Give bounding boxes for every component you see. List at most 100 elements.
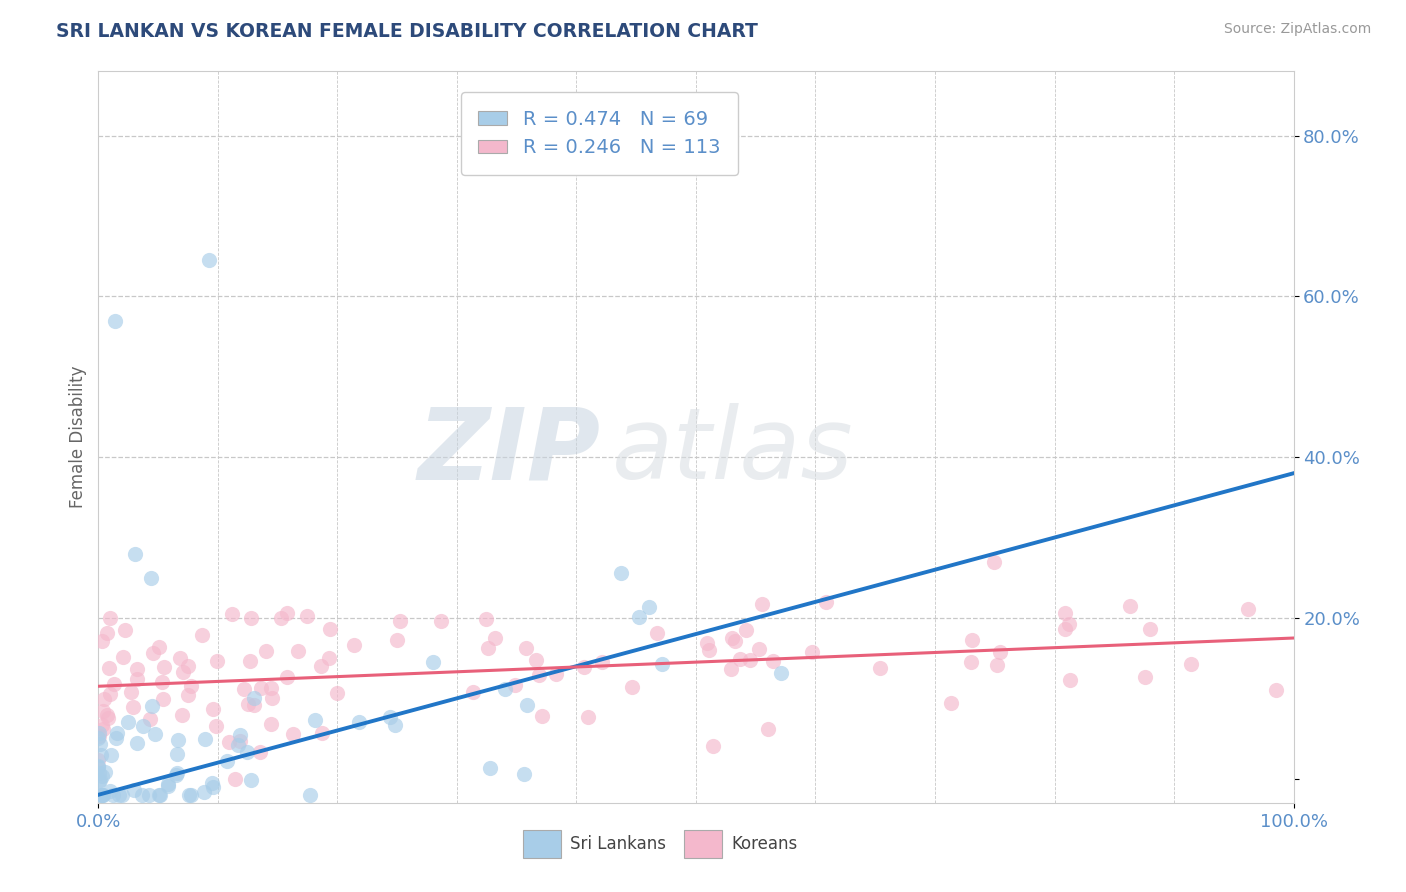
Point bbox=[177, 659, 200, 673]
Point bbox=[152, 692, 174, 706]
Point bbox=[516, 698, 538, 712]
Y-axis label: Female Disability: Female Disability bbox=[69, 366, 87, 508]
Point bbox=[311, 725, 333, 739]
Point bbox=[98, 611, 121, 625]
Point bbox=[229, 728, 252, 742]
Point bbox=[281, 726, 304, 740]
Text: ZIP: ZIP bbox=[418, 403, 600, 500]
Point bbox=[769, 666, 792, 681]
Point bbox=[117, 715, 139, 730]
Point bbox=[169, 650, 191, 665]
Point bbox=[276, 606, 298, 620]
Point bbox=[1057, 617, 1080, 632]
Point bbox=[276, 670, 298, 684]
Point bbox=[515, 640, 537, 655]
Point bbox=[756, 722, 779, 736]
Point bbox=[112, 649, 135, 664]
Point bbox=[1059, 673, 1081, 687]
Point bbox=[156, 779, 179, 793]
Point bbox=[94, 765, 117, 780]
Point bbox=[90, 769, 112, 783]
Point bbox=[1054, 622, 1077, 636]
Point bbox=[484, 631, 506, 645]
Point bbox=[524, 653, 547, 667]
Text: SRI LANKAN VS KOREAN FEMALE DISABILITY CORRELATION CHART: SRI LANKAN VS KOREAN FEMALE DISABILITY C… bbox=[56, 22, 758, 41]
Point bbox=[696, 636, 718, 650]
Point bbox=[254, 644, 277, 658]
Point bbox=[1139, 622, 1161, 636]
Point bbox=[100, 748, 122, 763]
Point bbox=[166, 765, 188, 780]
Point bbox=[141, 571, 163, 585]
Point bbox=[87, 759, 110, 773]
Point bbox=[89, 772, 111, 787]
Point bbox=[124, 547, 146, 561]
Point bbox=[127, 736, 149, 750]
Point bbox=[226, 738, 249, 752]
Point bbox=[239, 655, 262, 669]
Point bbox=[229, 733, 252, 747]
Point bbox=[131, 788, 153, 802]
Point bbox=[93, 722, 115, 736]
Point bbox=[87, 753, 110, 767]
Point bbox=[475, 612, 498, 626]
Point bbox=[103, 676, 125, 690]
FancyBboxPatch shape bbox=[523, 830, 561, 858]
Point bbox=[215, 754, 238, 768]
Point bbox=[318, 650, 340, 665]
Point bbox=[250, 681, 273, 695]
Text: atlas: atlas bbox=[613, 403, 853, 500]
Point bbox=[150, 675, 173, 690]
Point bbox=[87, 726, 110, 740]
Point bbox=[962, 633, 984, 648]
Point bbox=[801, 645, 824, 659]
Point bbox=[610, 566, 633, 580]
Point bbox=[180, 788, 202, 802]
Point bbox=[249, 745, 271, 759]
Point bbox=[205, 719, 228, 733]
Point bbox=[149, 788, 172, 802]
Point bbox=[243, 698, 266, 712]
Point bbox=[167, 732, 190, 747]
Point bbox=[238, 698, 260, 712]
Point bbox=[723, 634, 745, 648]
Point bbox=[638, 599, 661, 614]
Point bbox=[193, 785, 215, 799]
Point bbox=[988, 645, 1011, 659]
Point bbox=[422, 655, 444, 669]
Point bbox=[91, 788, 114, 802]
Point bbox=[387, 632, 409, 647]
Point bbox=[651, 657, 673, 671]
Point bbox=[287, 644, 309, 658]
Point bbox=[105, 726, 128, 740]
Point bbox=[1118, 599, 1140, 614]
Point bbox=[384, 718, 406, 732]
Point bbox=[138, 788, 160, 802]
Point bbox=[239, 611, 262, 625]
Point bbox=[270, 611, 292, 625]
Point bbox=[572, 660, 595, 674]
Point bbox=[1053, 606, 1076, 620]
Point bbox=[90, 633, 112, 648]
Point bbox=[97, 660, 120, 674]
Point bbox=[530, 709, 553, 723]
Point bbox=[205, 654, 228, 668]
Point bbox=[105, 731, 128, 745]
Point bbox=[347, 714, 370, 729]
Point bbox=[201, 780, 224, 795]
Point bbox=[494, 682, 516, 697]
Point bbox=[104, 313, 127, 327]
Point bbox=[576, 710, 599, 724]
Point bbox=[503, 678, 526, 692]
Point bbox=[986, 657, 1008, 672]
Point bbox=[120, 685, 142, 699]
Point bbox=[628, 609, 651, 624]
Point bbox=[304, 713, 326, 727]
Point bbox=[91, 704, 114, 718]
Point bbox=[221, 607, 243, 621]
Point bbox=[180, 679, 202, 693]
Point bbox=[243, 690, 266, 705]
Point bbox=[91, 788, 114, 802]
Point bbox=[240, 772, 263, 787]
Point bbox=[98, 687, 121, 701]
